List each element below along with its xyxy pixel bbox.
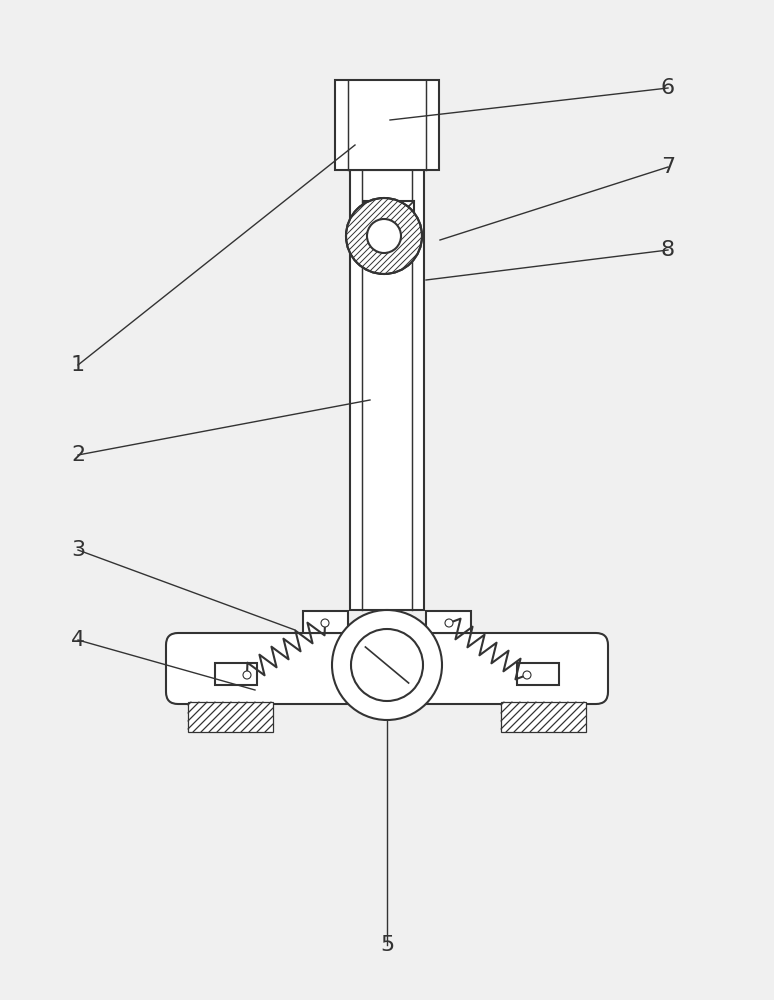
Circle shape [523,671,531,679]
Bar [364,201,414,251]
Bar [188,702,273,732]
Bar [335,80,439,170]
Circle shape [243,671,251,679]
Bar [350,170,424,610]
Text: 3: 3 [71,540,85,560]
Bar [303,611,348,633]
Text: 8: 8 [661,240,675,260]
Circle shape [351,629,423,701]
Circle shape [332,610,442,720]
FancyBboxPatch shape [166,633,608,704]
Text: 1: 1 [71,355,85,375]
Circle shape [367,219,401,253]
Bar [215,663,257,685]
Text: 4: 4 [71,630,85,650]
Circle shape [445,619,453,627]
Text: 6: 6 [661,78,675,98]
Text: 2: 2 [71,445,85,465]
Circle shape [346,198,422,274]
Bar [501,702,586,732]
Text: 7: 7 [661,157,675,177]
Circle shape [321,619,329,627]
Text: 5: 5 [380,935,394,955]
Bar [426,611,471,633]
Bar [517,663,559,685]
